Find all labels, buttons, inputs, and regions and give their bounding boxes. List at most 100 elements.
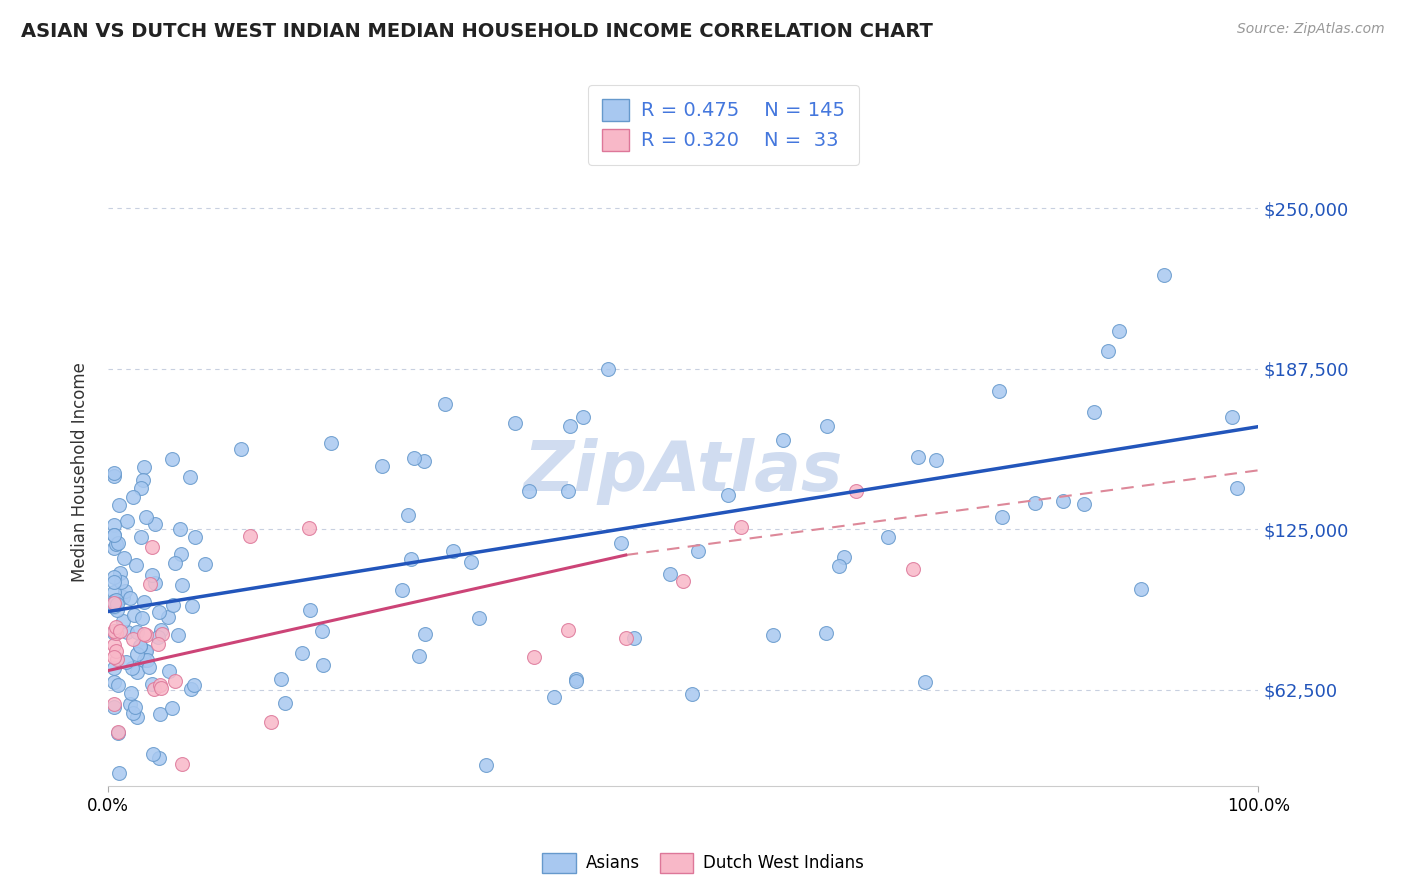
Point (157, 664, 180, 678)
Point (311, 657, 333, 672)
Point (107, 725, 129, 739)
Point (135, 628, 157, 642)
Point (103, 699, 125, 714)
Point (1024, 496, 1046, 510)
Point (141, 677, 163, 691)
Point (907, 450, 929, 465)
Point (170, 547, 193, 561)
Point (565, 674, 588, 689)
Point (127, 665, 149, 679)
Point (598, 362, 620, 376)
Point (903, 562, 925, 576)
Point (415, 627, 437, 641)
Point (290, 646, 312, 660)
Point (391, 582, 413, 597)
Point (408, 648, 430, 663)
Point (125, 558, 148, 572)
Point (107, 498, 129, 512)
Point (107, 725, 129, 739)
Point (311, 624, 333, 638)
Legend: Asians, Dutch West Indians: Asians, Dutch West Indians (536, 847, 870, 880)
Point (399, 552, 422, 566)
Point (717, 488, 740, 502)
Point (124, 607, 146, 622)
Point (517, 483, 540, 498)
Point (543, 690, 565, 705)
Point (239, 529, 262, 543)
Point (686, 544, 709, 558)
Point (105, 652, 128, 666)
Point (128, 639, 150, 653)
Point (122, 490, 145, 504)
Point (105, 603, 128, 617)
Point (103, 528, 125, 542)
Point (115, 655, 138, 669)
Point (128, 639, 150, 653)
Point (129, 530, 152, 544)
Point (503, 416, 526, 430)
Point (815, 419, 838, 434)
Point (672, 574, 695, 588)
Point (194, 557, 217, 571)
Point (103, 585, 125, 599)
Point (148, 605, 170, 619)
Point (167, 628, 190, 642)
Point (122, 632, 145, 646)
Point (172, 756, 194, 771)
Point (150, 627, 173, 641)
Point (110, 574, 132, 589)
Point (131, 611, 153, 625)
Point (103, 594, 125, 608)
Point (181, 599, 204, 614)
Point (103, 649, 125, 664)
Point (321, 436, 343, 450)
Point (156, 610, 179, 624)
Text: ASIAN VS DUTCH WEST INDIAN MEDIAN HOUSEHOLD INCOME CORRELATION CHART: ASIAN VS DUTCH WEST INDIAN MEDIAN HOUSEH… (21, 22, 934, 41)
Point (179, 470, 201, 484)
Point (146, 637, 169, 651)
Point (162, 452, 184, 467)
Point (107, 677, 129, 691)
Point (730, 519, 752, 533)
Point (772, 433, 794, 447)
Point (270, 672, 292, 686)
Point (614, 631, 637, 645)
Point (110, 624, 132, 639)
Point (396, 508, 419, 522)
Point (658, 566, 681, 581)
Point (149, 707, 172, 722)
Point (260, 714, 283, 729)
Point (402, 450, 425, 465)
Point (149, 681, 172, 696)
Point (124, 700, 146, 714)
Point (162, 701, 184, 715)
Point (991, 510, 1014, 524)
Point (572, 409, 595, 424)
Point (103, 541, 125, 555)
Point (134, 643, 156, 657)
Point (103, 625, 125, 640)
Point (142, 747, 165, 761)
Point (184, 530, 207, 544)
Point (135, 644, 157, 658)
Point (169, 522, 191, 536)
Point (107, 536, 129, 550)
Point (112, 551, 135, 566)
Point (125, 625, 148, 640)
Point (103, 527, 125, 541)
Point (103, 661, 125, 675)
Point (610, 535, 633, 549)
Point (103, 675, 125, 690)
Point (1073, 497, 1095, 511)
Point (762, 628, 785, 642)
Text: ZipAtlas: ZipAtlas (523, 438, 844, 505)
Point (149, 623, 172, 637)
Y-axis label: Median Household Income: Median Household Income (72, 361, 89, 582)
Point (274, 696, 297, 710)
Point (165, 674, 187, 689)
Point (1129, 582, 1152, 596)
Point (136, 653, 159, 667)
Point (558, 418, 581, 433)
Point (108, 766, 131, 780)
Point (434, 397, 457, 411)
